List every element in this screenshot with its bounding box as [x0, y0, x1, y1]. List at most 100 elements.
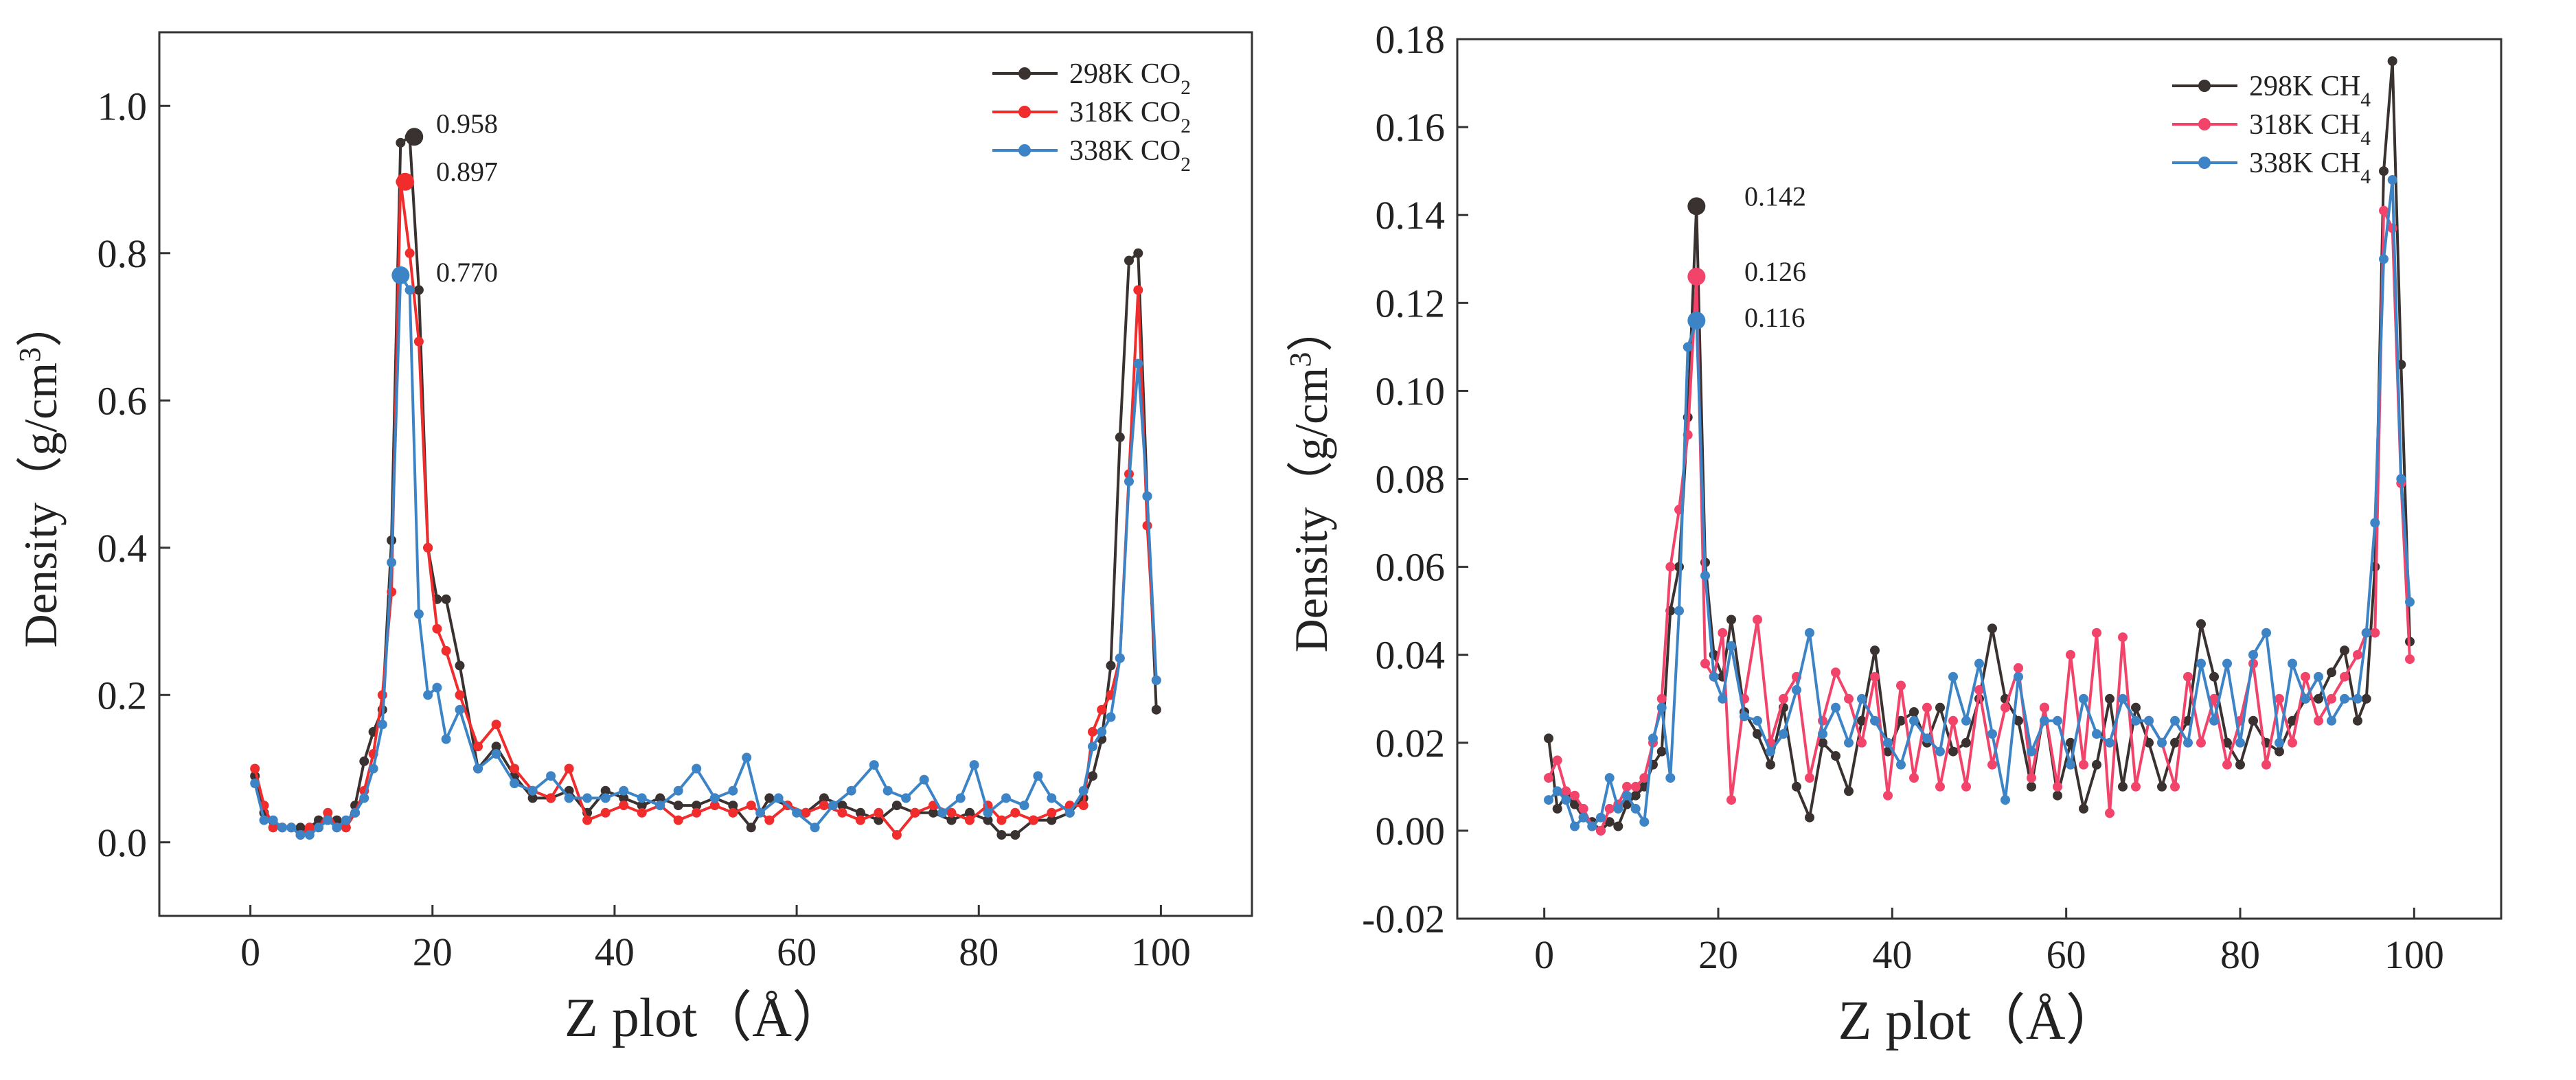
data-point [1870, 645, 1880, 656]
peak-marker [396, 172, 414, 191]
legend-marker [2198, 80, 2211, 92]
y-axis-label-superscript: 3 [1284, 352, 1317, 367]
data-point [1857, 715, 1867, 726]
data-point [1578, 803, 1588, 814]
data-point [2209, 693, 2219, 704]
data-point [1639, 773, 1650, 783]
data-point [901, 793, 911, 803]
data-point [937, 807, 948, 818]
peak-marker [405, 128, 424, 146]
data-point [510, 763, 520, 774]
data-point [2340, 693, 2349, 704]
data-point [855, 807, 865, 818]
data-point [655, 801, 665, 811]
data-point [413, 336, 424, 347]
series-line [253, 135, 1158, 836]
data-point [637, 793, 647, 803]
data-point [2379, 254, 2389, 264]
data-point [746, 823, 756, 833]
x-tick-label: 0 [240, 930, 260, 974]
data-point [295, 830, 306, 840]
data-point [2027, 773, 2036, 783]
data-point [2288, 737, 2297, 748]
data-point [441, 594, 451, 604]
data-point [1948, 746, 1958, 757]
data-point [2079, 759, 2088, 770]
data-point [2327, 693, 2336, 704]
data-point [1935, 781, 1945, 792]
y-tick-label: 0.00 [1376, 809, 1446, 853]
data-point [1935, 746, 1945, 757]
data-point [2170, 781, 2180, 792]
data-point [2196, 619, 2206, 629]
data-point [2288, 658, 2297, 669]
data-point [1001, 793, 1011, 803]
data-point [404, 248, 415, 258]
series-line [253, 180, 1158, 836]
data-point [1909, 715, 1919, 726]
series-338k-co2 [250, 270, 1161, 840]
data-point [2301, 693, 2310, 704]
data-point [2105, 693, 2115, 704]
legend-label: 318K CH4 [2249, 109, 2371, 150]
data-point [1604, 817, 1615, 827]
data-point [368, 763, 378, 774]
data-point [2066, 737, 2075, 748]
plot-frame [158, 31, 1253, 917]
data-point [2066, 650, 2075, 660]
data-point [1753, 715, 1762, 726]
data-point [323, 807, 333, 818]
data-point [527, 785, 538, 796]
data-point [1124, 476, 1134, 487]
y-tick-label: 0.18 [1376, 17, 1446, 62]
data-point [1133, 248, 1143, 258]
data-point [564, 793, 574, 803]
data-point [2053, 790, 2062, 801]
data-point [1097, 704, 1107, 715]
data-point [773, 793, 784, 803]
data-point [2131, 702, 2141, 713]
data-point [1831, 667, 1840, 678]
data-point [1106, 712, 1116, 722]
data-point [1818, 737, 1827, 748]
legend-label-main: 338K CO [1069, 135, 1181, 167]
data-point [441, 734, 451, 744]
data-point [2387, 175, 2397, 185]
data-point [2222, 759, 2232, 770]
data-point [1844, 693, 1854, 704]
data-point [377, 720, 387, 730]
data-point [1115, 653, 1125, 663]
data-point [1844, 737, 1854, 748]
data-point [1883, 737, 1893, 748]
series-298k-co2 [250, 132, 1161, 840]
data-point [2092, 628, 2101, 638]
data-point [286, 823, 297, 833]
data-point [1630, 781, 1641, 792]
data-point [1151, 704, 1161, 715]
y-axis-label: Density（g/cm3） [13, 301, 67, 648]
y-tick-label: 0.16 [1376, 105, 1446, 150]
data-point [692, 807, 702, 818]
data-point [2066, 759, 2075, 770]
data-point [819, 801, 829, 811]
data-point [1630, 790, 1641, 801]
series-338k-ch4 [1544, 175, 2415, 831]
data-point [2209, 715, 2219, 726]
data-point [2327, 715, 2336, 726]
data-point [1613, 803, 1623, 814]
legend-label-main: 298K CH [2249, 71, 2360, 102]
data-point [619, 793, 629, 803]
data-point [1987, 729, 1997, 739]
data-point [377, 690, 387, 700]
data-point [1570, 799, 1580, 809]
data-point [891, 830, 902, 840]
data-point [837, 801, 847, 811]
data-point [810, 823, 820, 833]
data-point [1088, 726, 1097, 737]
data-point [1028, 815, 1038, 825]
data-point [2001, 702, 2010, 713]
data-point [1961, 715, 1971, 726]
data-point [1753, 729, 1762, 739]
y-axis-label-main: Density（g/cm [14, 363, 67, 648]
